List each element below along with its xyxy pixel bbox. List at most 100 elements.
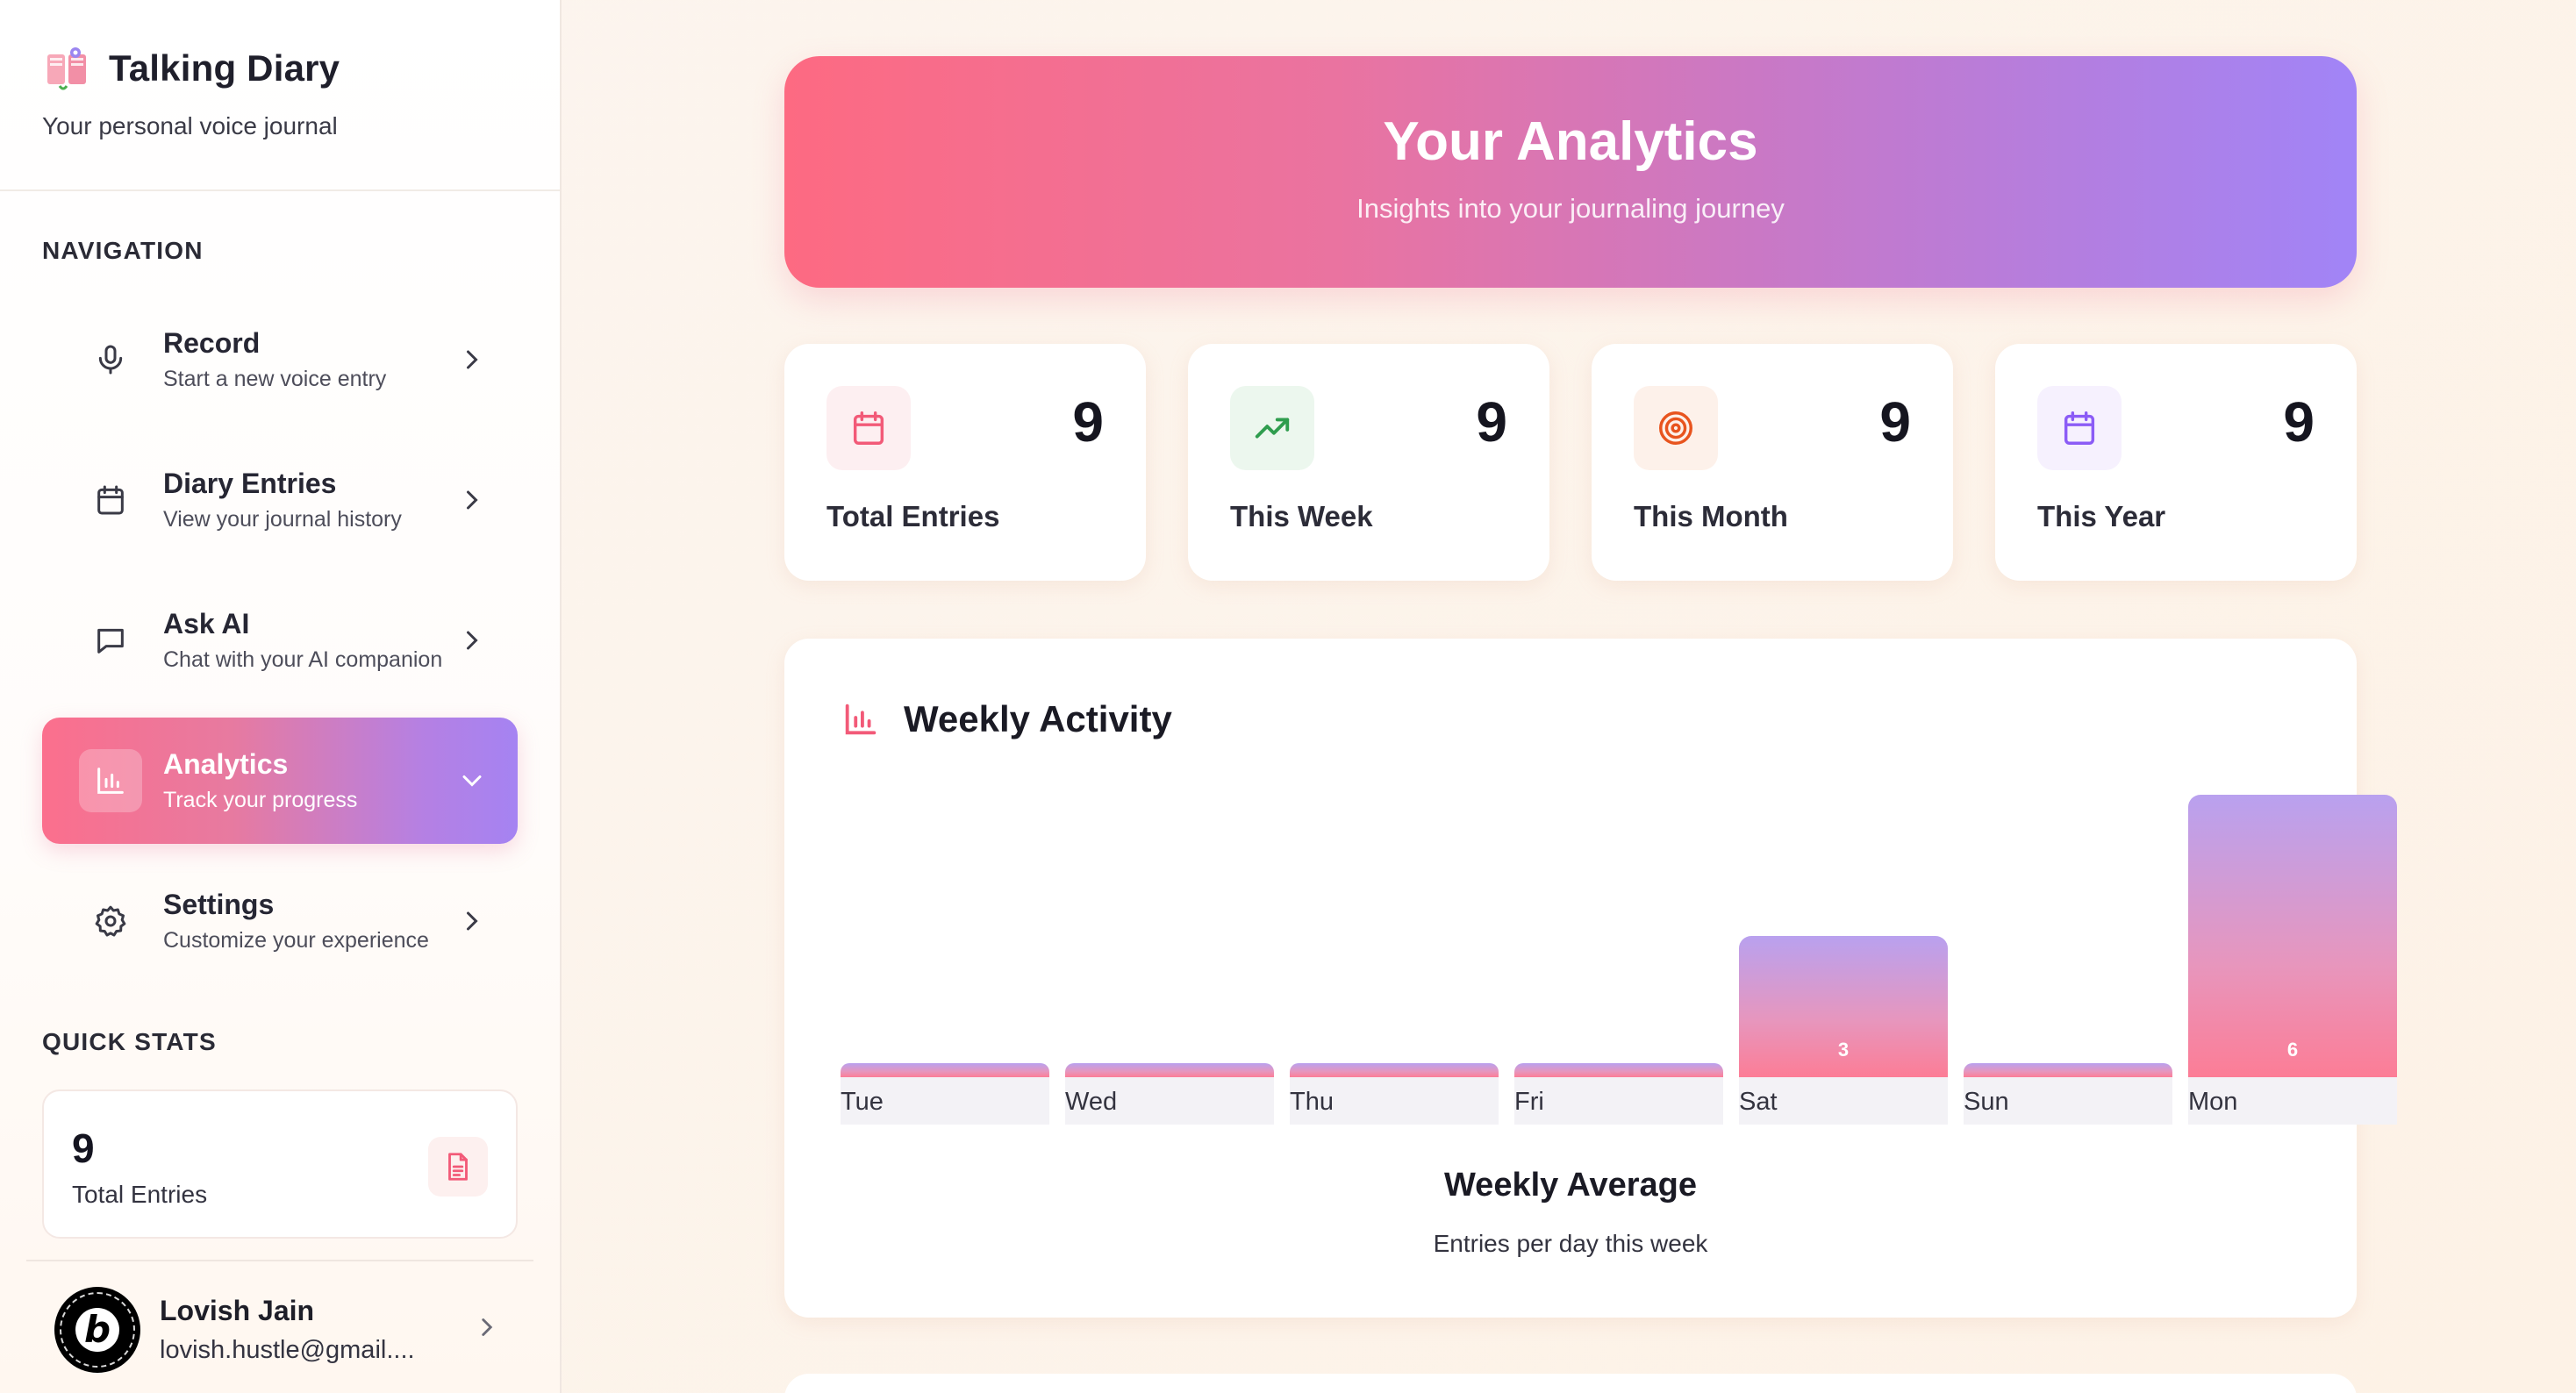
- chevron-right-icon: [467, 631, 478, 650]
- navigation-label: NAVIGATION: [42, 237, 204, 264]
- day-label: Fri: [1514, 1088, 1544, 1116]
- day-label: Mon: [2188, 1088, 2238, 1116]
- bar-column-wed: Wed: [1065, 779, 1274, 1125]
- calendar-icon: [79, 468, 142, 532]
- nav-item-subtitle: Start a new voice entry: [163, 367, 387, 391]
- nav-item-record[interactable]: Record Start a new voice entry: [42, 296, 518, 423]
- bar-base: [1290, 1077, 1499, 1125]
- user-email: lovish.hustle@gmail....: [160, 1336, 415, 1364]
- stat-card-this-week: 9 This Week: [1188, 344, 1549, 581]
- app-title: Talking Diary: [109, 47, 340, 89]
- avatar: b: [54, 1287, 140, 1373]
- bar-column-tue: Tue: [841, 779, 1049, 1125]
- bar-fri[interactable]: [1514, 1063, 1723, 1077]
- bar-base: [841, 1077, 1049, 1125]
- weekly-average-subtitle: Entries per day this week: [1433, 1230, 1708, 1257]
- bar-column-sat: 3 Sat: [1739, 779, 1948, 1125]
- weekly-average-title: Weekly Average: [1444, 1167, 1697, 1204]
- bar-thu[interactable]: [1290, 1063, 1499, 1077]
- day-label: Tue: [841, 1088, 884, 1116]
- chevron-down-icon: [462, 775, 482, 787]
- stat-value: 9: [1072, 390, 1104, 454]
- calendar-icon: [2037, 386, 2122, 470]
- bar-base: [1739, 1077, 1948, 1125]
- nav-item-subtitle: View your journal history: [163, 507, 402, 532]
- nav-item-title: Record: [163, 327, 261, 359]
- weekly-activity-title: Weekly Activity: [904, 698, 1172, 739]
- bar-chart-icon: [79, 749, 142, 812]
- nav-item-title: Ask AI: [163, 608, 250, 639]
- bar-base: [1514, 1077, 1723, 1125]
- chat-icon: [79, 609, 142, 672]
- stat-value: 9: [2283, 390, 2315, 454]
- nav-item-analytics[interactable]: Analytics Track your progress: [42, 718, 518, 844]
- quick-stats-value: 9: [72, 1125, 95, 1171]
- bar-column-fri: Fri: [1514, 779, 1723, 1125]
- user-profile[interactable]: b Lovish Jain lovish.hustle@gmail....: [54, 1284, 502, 1375]
- stat-value: 9: [1879, 390, 1911, 454]
- nav-item-title: Settings: [163, 889, 275, 920]
- bar-wed[interactable]: [1065, 1063, 1274, 1077]
- nav-item-title: Diary Entries: [163, 468, 337, 499]
- day-label: Thu: [1290, 1088, 1334, 1116]
- nav-item-ask-ai[interactable]: Ask AI Chat with your AI companion: [42, 577, 518, 704]
- day-label: Wed: [1065, 1088, 1118, 1116]
- avatar-letter: b: [75, 1308, 119, 1352]
- stat-label: This Week: [1230, 500, 1373, 532]
- stat-label: This Month: [1634, 500, 1788, 532]
- nav-item-settings[interactable]: Settings Customize your experience: [42, 858, 518, 984]
- bar-mon[interactable]: 6: [2188, 795, 2397, 1077]
- bar-base: [1065, 1077, 1274, 1125]
- bar-tue[interactable]: [841, 1063, 1049, 1077]
- quick-stats-label: QUICK STATS: [42, 1028, 217, 1055]
- bar-value-label: 6: [2286, 1039, 2299, 1061]
- app-subtitle: Your personal voice journal: [42, 112, 338, 139]
- divider: [26, 1260, 533, 1261]
- microphone-icon: [79, 328, 142, 391]
- user-name: Lovish Jain: [160, 1295, 315, 1326]
- nav-item-subtitle: Customize your experience: [163, 928, 429, 953]
- bar-sun[interactable]: [1964, 1063, 2172, 1077]
- bar-column-thu: Thu: [1290, 779, 1499, 1125]
- page-subtitle: Insights into your journaling journey: [1356, 193, 1785, 224]
- stat-card-this-year: 9 This Year: [1995, 344, 2357, 581]
- bar-column-mon: 6 Mon: [2188, 779, 2397, 1125]
- chevron-right-icon: [467, 490, 478, 510]
- bar-column-sun: Sun: [1964, 779, 2172, 1125]
- bar-value-label: 3: [1837, 1039, 1850, 1061]
- page-title: Your Analytics: [1383, 111, 1758, 172]
- weekly-activity-card: Weekly Activity Tue Wed Thu Fri 3 Sat Sun 6 Mon …: [784, 639, 2397, 1318]
- target-icon: [1634, 386, 1718, 470]
- bar-sat[interactable]: 3: [1739, 936, 1948, 1077]
- analytics-hero: Your Analytics Insights into your journa…: [784, 56, 2357, 288]
- bar-chart-icon: [845, 704, 877, 735]
- chevron-right-icon: [467, 350, 478, 369]
- trending-up-icon: [1230, 386, 1314, 470]
- quick-stats-caption: Total Entries: [72, 1181, 208, 1208]
- sidebar: Talking Diary Your personal voice journa…: [0, 0, 562, 1393]
- next-card: [784, 1374, 2357, 1393]
- quick-stats-card: 9 Total Entries: [42, 1089, 518, 1239]
- divider: [0, 189, 560, 191]
- weekly-activity-chart: Tue Wed Thu Fri 3 Sat Sun 6 Mon: [841, 779, 2397, 1125]
- stat-label: This Year: [2037, 500, 2166, 532]
- stat-card-this-month: 9 This Month: [1592, 344, 1953, 581]
- diary-logo-icon: [47, 47, 86, 90]
- calendar-icon: [826, 386, 911, 470]
- chevron-right-icon: [467, 911, 478, 931]
- gear-icon: [79, 889, 142, 953]
- bar-base: [2188, 1077, 2397, 1125]
- day-label: Sun: [1964, 1088, 2009, 1116]
- day-label: Sat: [1739, 1088, 1778, 1116]
- stat-card-total-entries: 9 Total Entries: [784, 344, 1146, 581]
- document-icon: [428, 1137, 488, 1197]
- nav-item-subtitle: Chat with your AI companion: [163, 647, 443, 672]
- stat-value: 9: [1476, 390, 1507, 454]
- nav-item-diary-entries[interactable]: Diary Entries View your journal history: [42, 437, 518, 563]
- stat-label: Total Entries: [826, 500, 1000, 532]
- nav-item-subtitle: Track your progress: [163, 788, 358, 812]
- chevron-right-icon: [482, 1318, 493, 1336]
- bar-base: [1964, 1077, 2172, 1125]
- nav-item-title: Analytics: [163, 748, 289, 780]
- weekly-activity-header: Weekly Activity: [841, 698, 1172, 740]
